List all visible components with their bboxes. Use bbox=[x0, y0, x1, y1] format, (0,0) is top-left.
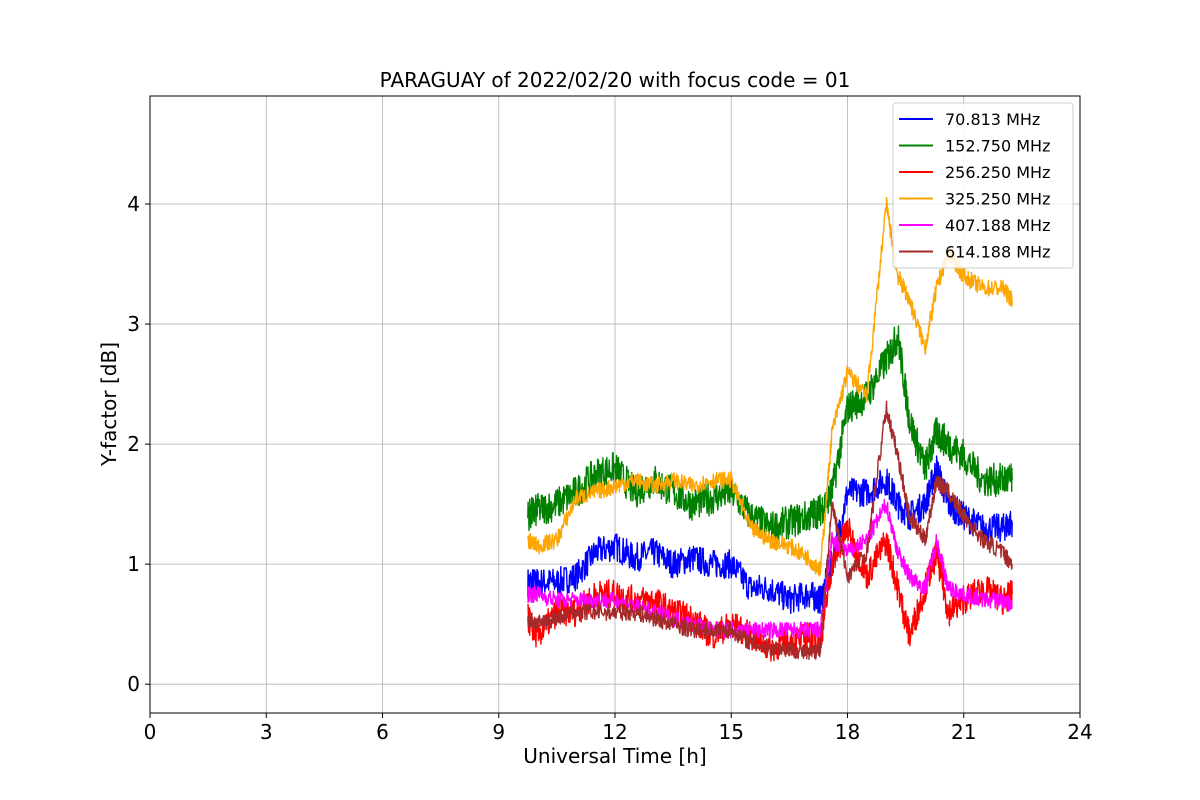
y-tick-label: 4 bbox=[127, 192, 140, 216]
x-axis-label: Universal Time [h] bbox=[523, 744, 706, 768]
y-tick-label: 3 bbox=[127, 312, 140, 336]
series-lines bbox=[527, 196, 1013, 662]
series-line bbox=[527, 498, 1013, 639]
x-tick-label: 9 bbox=[492, 720, 505, 744]
x-tick-label: 18 bbox=[835, 720, 860, 744]
x-tick-label: 0 bbox=[144, 720, 157, 744]
series-line bbox=[527, 196, 1013, 577]
y-tick-label: 1 bbox=[127, 552, 140, 576]
series-line bbox=[527, 325, 1013, 544]
legend-label: 614.188 MHz bbox=[945, 243, 1050, 262]
y-tick-label: 0 bbox=[127, 672, 140, 696]
x-tick-label: 15 bbox=[719, 720, 744, 744]
x-tick-label: 6 bbox=[376, 720, 389, 744]
x-tick-label: 21 bbox=[951, 720, 976, 744]
series-line bbox=[527, 400, 1013, 660]
legend-box bbox=[892, 102, 1074, 269]
legend: 70.813 MHz 152.750 MHz 256.250 MHz 325.250 … bbox=[892, 102, 1074, 269]
y-axis-label: Y-factor [dB] bbox=[97, 342, 121, 467]
y-tick-label: 2 bbox=[127, 432, 140, 456]
x-tick-label: 12 bbox=[602, 720, 627, 744]
legend-label: 325.250 MHz bbox=[945, 190, 1050, 209]
legend-label: 407.188 MHz bbox=[945, 216, 1050, 235]
x-tick-label: 3 bbox=[260, 720, 273, 744]
chart-title: PARAGUAY of 2022/02/20 with focus code =… bbox=[380, 68, 851, 92]
legend-label: 70.813 MHz bbox=[945, 110, 1040, 129]
x-tick-label: 24 bbox=[1067, 720, 1092, 744]
legend-label: 256.250 MHz bbox=[945, 163, 1050, 182]
legend-label: 152.750 MHz bbox=[945, 137, 1050, 156]
